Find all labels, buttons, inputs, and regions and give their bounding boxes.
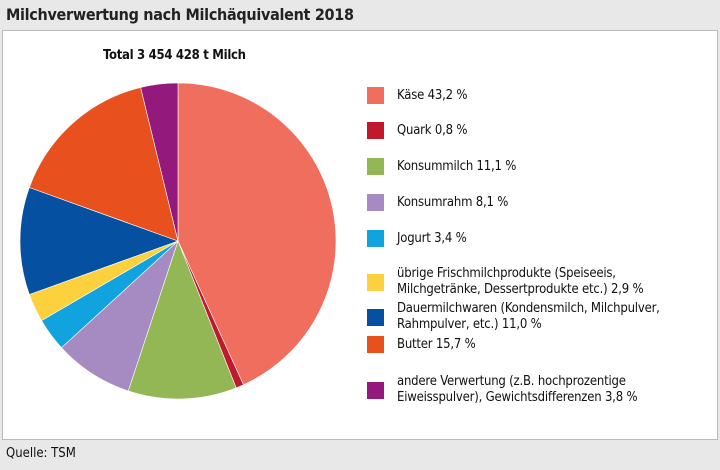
legend-label: Jogurt 3,4 % bbox=[397, 230, 467, 246]
source-note: Quelle: TSM bbox=[6, 446, 76, 461]
legend-swatch bbox=[367, 87, 384, 104]
legend-item: Konsumrahm 8,1 % bbox=[367, 194, 697, 211]
legend-item: Dauermilchwaren (Kondensmilch, Milchpulv… bbox=[367, 301, 697, 333]
legend-label: Konsummilch 11,1 % bbox=[397, 158, 517, 174]
legend-swatch bbox=[367, 122, 384, 139]
legend-swatch bbox=[367, 273, 384, 291]
legend-swatch bbox=[367, 158, 384, 175]
legend-item: Butter 15,7 % bbox=[367, 336, 697, 353]
legend-label: Quark 0,8 % bbox=[397, 122, 468, 138]
legend-swatch bbox=[367, 230, 384, 247]
legend-swatch bbox=[367, 381, 384, 399]
legend-item: Quark 0,8 % bbox=[367, 122, 697, 139]
legend-label: Konsumrahm 8,1 % bbox=[397, 194, 509, 210]
legend-item: Konsummilch 11,1 % bbox=[367, 158, 697, 175]
chart-subtitle: Total 3 454 428 t Milch bbox=[103, 48, 246, 63]
legend-label: Dauermilchwaren (Kondensmilch, Milchpulv… bbox=[397, 301, 660, 332]
legend-item: Käse 43,2 % bbox=[367, 87, 697, 104]
pie-slice bbox=[127, 240, 237, 400]
legend-item: andere Verwertung (z.B. hochprozentige E… bbox=[367, 374, 697, 406]
chart-title: Milchverwertung nach Milchäquivalent 201… bbox=[6, 5, 354, 24]
pie-slice bbox=[177, 82, 337, 386]
legend-label: übrige Frischmilchprodukte (Speiseeis, M… bbox=[397, 266, 644, 297]
legend-swatch bbox=[367, 308, 384, 326]
legend-swatch bbox=[367, 336, 384, 353]
legend-label: Butter 15,7 % bbox=[397, 336, 476, 352]
pie-slice bbox=[19, 187, 179, 295]
pie-slice bbox=[28, 87, 179, 242]
legend-swatch bbox=[367, 194, 384, 211]
legend-item: Jogurt 3,4 % bbox=[367, 230, 697, 247]
legend-label: Käse 43,2 % bbox=[397, 87, 468, 103]
legend-label: andere Verwertung (z.B. hochprozentige E… bbox=[397, 374, 638, 405]
pie-slice bbox=[140, 82, 179, 242]
legend-item: übrige Frischmilchprodukte (Speiseeis, M… bbox=[367, 266, 697, 298]
